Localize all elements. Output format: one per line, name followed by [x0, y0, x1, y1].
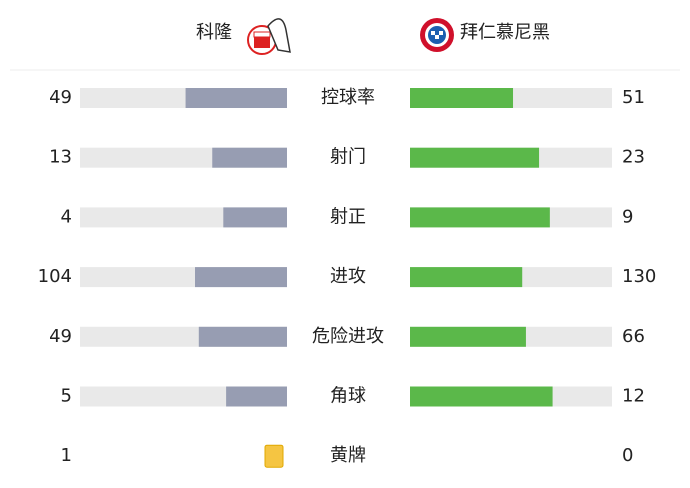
home-value: 1 [61, 445, 72, 466]
away-value: 51 [622, 87, 645, 108]
stat-label: 危险进攻 [312, 326, 384, 347]
home-bar [195, 267, 287, 288]
home-team-name: 科隆 [196, 22, 232, 43]
home-value: 4 [61, 206, 72, 227]
away-bar [410, 386, 553, 407]
away-value: 0 [622, 445, 633, 466]
home-logo [247, 18, 291, 55]
yellow-card-icon [264, 444, 284, 468]
away-team-name: 拜仁慕尼黑 [460, 22, 550, 43]
away-bar [410, 88, 514, 108]
away-value: 66 [622, 326, 645, 347]
stat-label: 射门 [330, 147, 366, 168]
home-value: 13 [49, 147, 72, 168]
home-bar [198, 326, 287, 347]
away-value: 12 [622, 386, 645, 407]
away-bar [410, 207, 550, 228]
home-bar [212, 147, 287, 168]
away-value: 23 [622, 147, 645, 168]
home-value: 49 [49, 87, 72, 108]
away-value: 9 [622, 206, 633, 227]
home-bar [226, 386, 287, 407]
away-bar [410, 326, 526, 347]
away-logo [420, 18, 454, 52]
stat-label: 射正 [330, 206, 366, 227]
stat-label: 控球率 [321, 87, 375, 108]
stat-label: 进攻 [330, 266, 366, 287]
stat-label: 黄牌 [330, 445, 366, 466]
away-value: 130 [622, 266, 656, 287]
home-bar [223, 207, 287, 228]
away-bar [410, 267, 523, 288]
home-bar [185, 88, 287, 108]
away-bar [410, 147, 540, 168]
home-value: 5 [61, 386, 72, 407]
home-value: 104 [38, 266, 72, 287]
home-value: 49 [49, 326, 72, 347]
stat-label: 角球 [330, 386, 366, 407]
